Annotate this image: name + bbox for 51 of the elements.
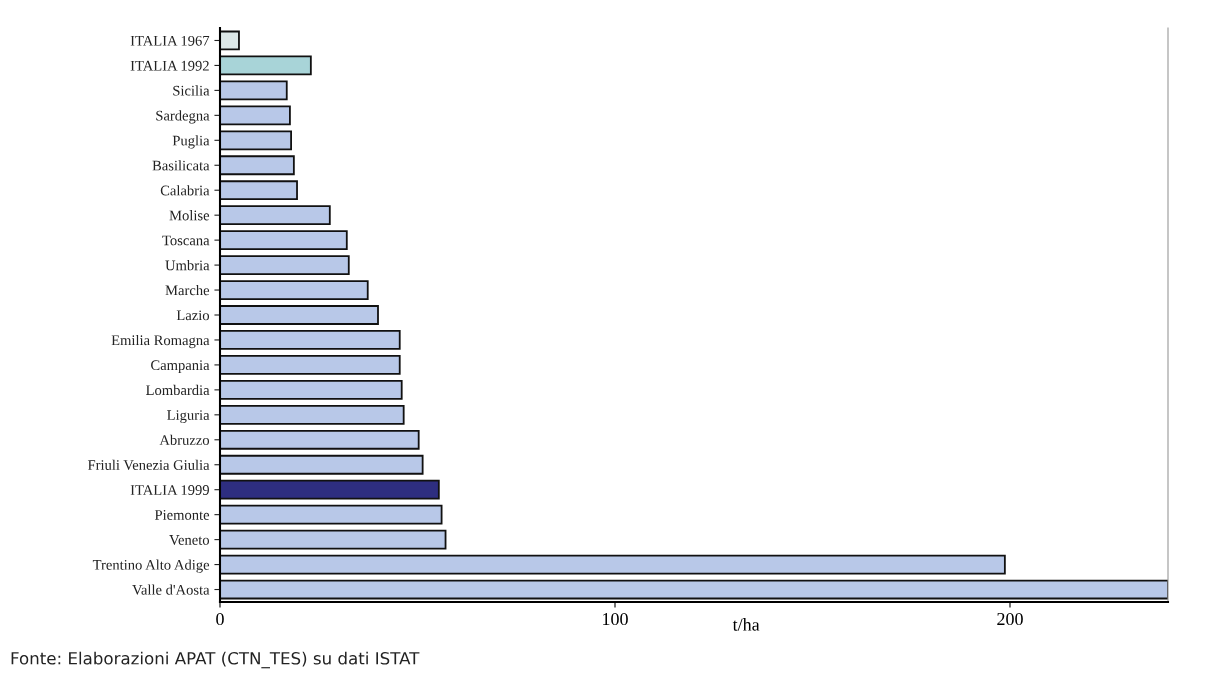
y-tick-label: Toscana	[162, 235, 210, 246]
bar	[220, 130, 293, 151]
y-tick-label: Liguria	[167, 410, 210, 424]
y-tick-label: Puglia	[172, 135, 210, 149]
y-tick-label: ITALIA 1992	[130, 60, 209, 71]
bar	[220, 454, 424, 475]
bar	[220, 305, 379, 325]
y-tick-label: Basilicata	[152, 160, 210, 171]
bar	[220, 330, 401, 350]
y-tick-label: Molise	[169, 210, 210, 221]
y-tick-label: Lazio	[176, 310, 210, 321]
x-tick-label: 0	[216, 612, 224, 626]
bar	[220, 80, 288, 101]
y-tick-label: Calabria	[160, 185, 210, 196]
y-tick-label: Valle d'Aosta	[132, 584, 210, 595]
x-axis-title: t/ha	[732, 618, 760, 631]
bar	[220, 180, 298, 201]
bar	[220, 429, 420, 450]
bar	[220, 479, 440, 500]
bar	[220, 155, 295, 176]
bar	[220, 554, 1006, 575]
source-note: Fonte: Elaborazioni APAT (CTN_TES) su dati ISTAT	[11, 651, 420, 669]
bar	[220, 579, 1168, 600]
bar	[220, 379, 403, 400]
y-tick-label: Campania	[151, 360, 210, 374]
x-tick-label: 100	[603, 612, 628, 626]
y-tick-label: Piemonte	[154, 510, 210, 520]
y-tick-label: Lombardia	[146, 384, 210, 396]
y-tick-label: Marche	[165, 284, 210, 296]
x-tick-label: 200	[997, 612, 1023, 626]
y-tick-label: Sicilia	[173, 85, 210, 96]
y-tick-label: Emilia Romagna	[111, 334, 210, 349]
bar	[220, 404, 405, 425]
bar	[220, 55, 312, 76]
bar	[220, 280, 369, 300]
bar	[220, 205, 331, 226]
y-tick-label: Trentino Alto Adige	[92, 559, 210, 573]
bar	[220, 230, 348, 251]
y-tick-label: Abruzzo	[159, 434, 210, 445]
bar	[220, 355, 401, 375]
y-tick-label: ITALIA 1967	[130, 35, 210, 46]
bar	[220, 504, 443, 525]
bar	[220, 255, 350, 275]
bar	[220, 105, 291, 126]
y-tick-label: Sardegna	[156, 110, 210, 124]
bar	[220, 30, 240, 51]
y-tick-label: Umbria	[165, 260, 210, 271]
y-tick-label: Friuli Venezia Giulia	[87, 459, 210, 471]
y-tick-label: ITALIA 1999	[130, 485, 209, 495]
bar	[220, 529, 447, 550]
y-tick-label: Veneto	[169, 535, 210, 545]
